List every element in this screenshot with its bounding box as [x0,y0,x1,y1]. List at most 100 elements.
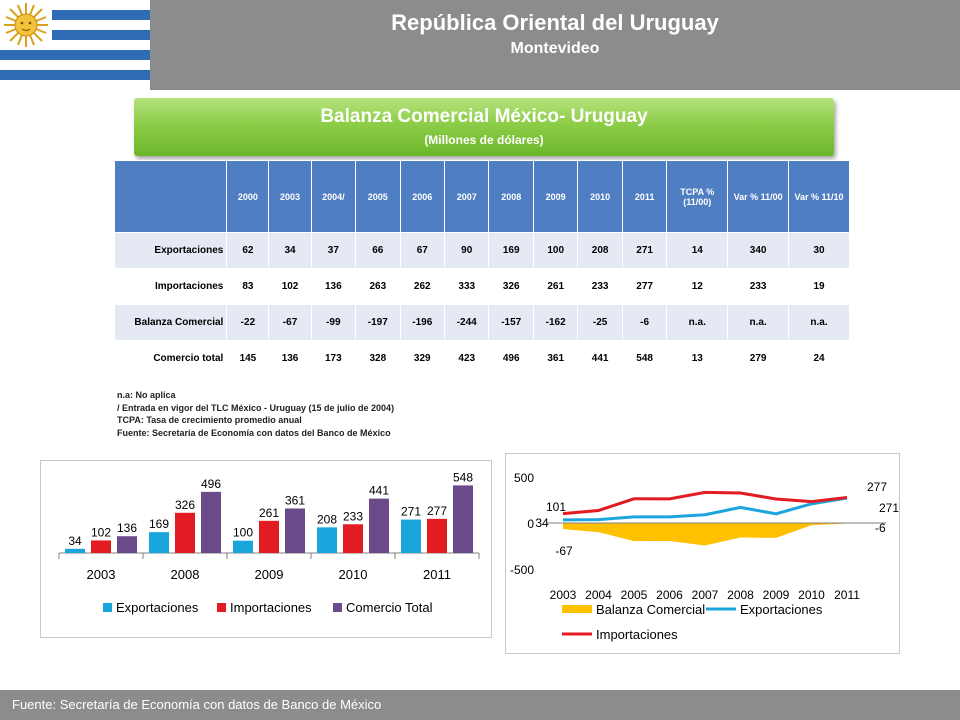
table-cell: 277 [621,268,668,305]
note-line: Fuente: Secretaría de Economía con datos… [117,427,391,438]
table-cell: 279 [727,340,790,377]
table-cell: 263 [355,268,401,305]
table-cell: 328 [355,340,401,377]
bar [285,508,305,553]
table-cell: 102 [268,268,312,305]
line-chart: 500 0 -500 101 34 -67 277 271 -6 2003 2004 2005 2006… [510,471,899,642]
footer-source: Fuente: Secretaría de Economía con datos… [12,697,382,712]
bar-data-label: 102 [91,525,111,539]
bar [369,498,389,553]
table-cell: 169 [488,232,534,269]
row-label: Importaciones [113,268,228,305]
page-title: República Oriental del Uruguay [391,10,719,35]
legend-label: Comercio Total [346,600,433,615]
table-cell: 100 [532,232,579,269]
table-cell: 271 [621,232,668,269]
table-cell: n.a. [666,304,729,341]
table-cell: 233 [577,268,623,305]
table-header-cell: 2006 [399,160,446,233]
table-header-row: 2000 2003 2004/ 2005 2006 2007 2008 2009… [113,160,850,233]
table-cell: 548 [621,340,668,377]
table-header-cell: 2004/ [310,160,357,233]
bar [117,536,137,553]
bar [65,548,85,553]
trade-balance-table: 2000 2003 2004/ 2005 2006 2007 2008 2009… [113,160,850,377]
bar-data-label: 261 [259,506,279,520]
bar [201,491,221,553]
data-annotation: -67 [555,544,573,558]
bar-data-label: 441 [369,484,389,498]
table-row: Importaciones 83 102 136 263 262 333 326… [113,268,850,305]
bar [427,518,447,553]
table-cell: 24 [788,340,850,377]
bar-data-label: 277 [427,504,447,518]
table-header-cell: 2011 [621,160,668,233]
table-row: Comercio total 145 136 173 328 329 423 4… [113,340,850,377]
bar [91,540,111,553]
note-line: / Entrada en vigor del TLC México - Urug… [117,402,395,413]
table-cell: -157 [488,304,534,341]
table-header-cell: 2005 [355,160,401,233]
table-row: Balanza Comercial -22 -67 -99 -197 -196 … [113,304,850,341]
x-tick-label: 2003 [87,567,116,582]
table-cell: 30 [788,232,850,269]
table-cell: 14 [666,232,729,269]
table-cell: 13 [666,340,729,377]
y-tick-label: -500 [510,563,534,577]
note-line: TCPA: Tasa de crecimiento promedio anual [117,415,302,425]
footer-bar: Fuente: Secretaría de Economía con datos… [0,690,960,720]
bar-data-label: 169 [149,517,169,531]
table-header-cell [113,160,228,233]
table-cell: 361 [532,340,579,377]
x-tick-label: 2006 [656,588,683,602]
bar [401,519,421,553]
table-cell: 261 [532,268,579,305]
x-tick-label: 2007 [692,588,719,602]
x-tick-label: 2009 [255,567,284,582]
line-chart-panel: 500 0 -500 101 34 -67 277 271 -6 2003 2004 2005 2006… [505,453,900,654]
bar-data-label: 496 [201,477,221,491]
x-tick-label: 2010 [339,567,368,582]
table-cell: -6 [621,304,668,341]
table-cell: 19 [788,268,850,305]
table-cell: 67 [399,232,446,269]
bar-data-label: 100 [233,526,253,540]
bar [175,512,195,553]
table-row: Exportaciones 62 34 37 66 67 90 169 100 … [113,232,850,269]
bar-data-label: 233 [343,509,363,523]
bar-data-label: 34 [68,534,82,548]
data-annotation: 271 [879,501,899,515]
section-banner: Balanza Comercial México- Uruguay (Millo… [134,98,834,156]
bar [149,532,169,553]
legend-swatch [562,605,592,613]
table-cell: 329 [399,340,446,377]
table-cell: 326 [488,268,534,305]
legend-label: Balanza Comercial [596,602,705,617]
sun-of-may-icon [4,3,48,47]
table-cell: 423 [443,340,490,377]
legend-label: Importaciones [596,627,678,642]
x-tick-label: 2008 [727,588,754,602]
table-cell: -162 [532,304,579,341]
legend-swatch [333,603,342,612]
bar-data-label: 208 [317,512,337,526]
table-cell: 34 [268,232,312,269]
table-cell: -67 [268,304,312,341]
table-cell: n.a. [788,304,850,341]
table-cell: 173 [310,340,357,377]
x-tick-label: 2009 [763,588,790,602]
table-cell: 233 [727,268,790,305]
table-header-cell: 2000 [226,160,270,233]
data-annotation: 34 [535,516,549,530]
table-header-cell: Var % 11/10 [788,160,850,233]
banner-title: Balanza Comercial México- Uruguay [320,106,648,127]
bar-data-label: 136 [117,521,137,535]
bar [343,524,363,553]
x-tick-label: 2010 [798,588,825,602]
table-cell: 262 [399,268,446,305]
table-cell: 333 [443,268,490,305]
legend-swatch [217,603,226,612]
table-cell: -197 [355,304,401,341]
row-label: Exportaciones [113,232,228,269]
x-tick-label: 2011 [834,588,860,602]
